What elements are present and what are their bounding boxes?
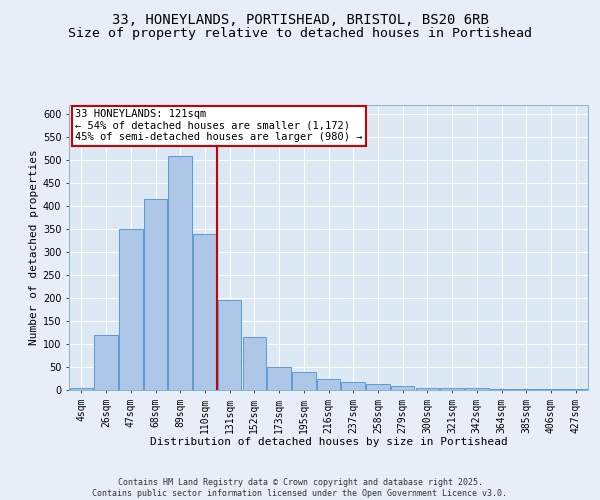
Y-axis label: Number of detached properties: Number of detached properties	[29, 150, 38, 346]
Bar	[391, 386, 415, 390]
Bar	[193, 234, 217, 390]
Bar	[514, 389, 538, 390]
Bar	[317, 378, 340, 390]
Bar	[268, 367, 291, 390]
Bar	[465, 388, 488, 390]
Bar	[218, 300, 241, 390]
Text: Size of property relative to detached houses in Portishead: Size of property relative to detached ho…	[68, 28, 532, 40]
Bar	[119, 229, 143, 390]
Text: 33 HONEYLANDS: 121sqm
← 54% of detached houses are smaller (1,172)
45% of semi-d: 33 HONEYLANDS: 121sqm ← 54% of detached …	[75, 110, 363, 142]
Bar	[416, 388, 439, 390]
Bar	[144, 199, 167, 390]
Text: 33, HONEYLANDS, PORTISHEAD, BRISTOL, BS20 6RB: 33, HONEYLANDS, PORTISHEAD, BRISTOL, BS2…	[112, 12, 488, 26]
Bar	[564, 389, 587, 390]
Bar	[440, 388, 464, 390]
Bar	[366, 384, 389, 390]
Bar	[292, 372, 316, 390]
Text: Contains HM Land Registry data © Crown copyright and database right 2025.
Contai: Contains HM Land Registry data © Crown c…	[92, 478, 508, 498]
Bar	[70, 388, 93, 390]
Bar	[490, 389, 513, 390]
Bar	[539, 389, 563, 390]
Bar	[94, 335, 118, 390]
Bar	[341, 382, 365, 390]
Bar	[169, 156, 192, 390]
Bar	[242, 337, 266, 390]
X-axis label: Distribution of detached houses by size in Portishead: Distribution of detached houses by size …	[149, 437, 508, 447]
